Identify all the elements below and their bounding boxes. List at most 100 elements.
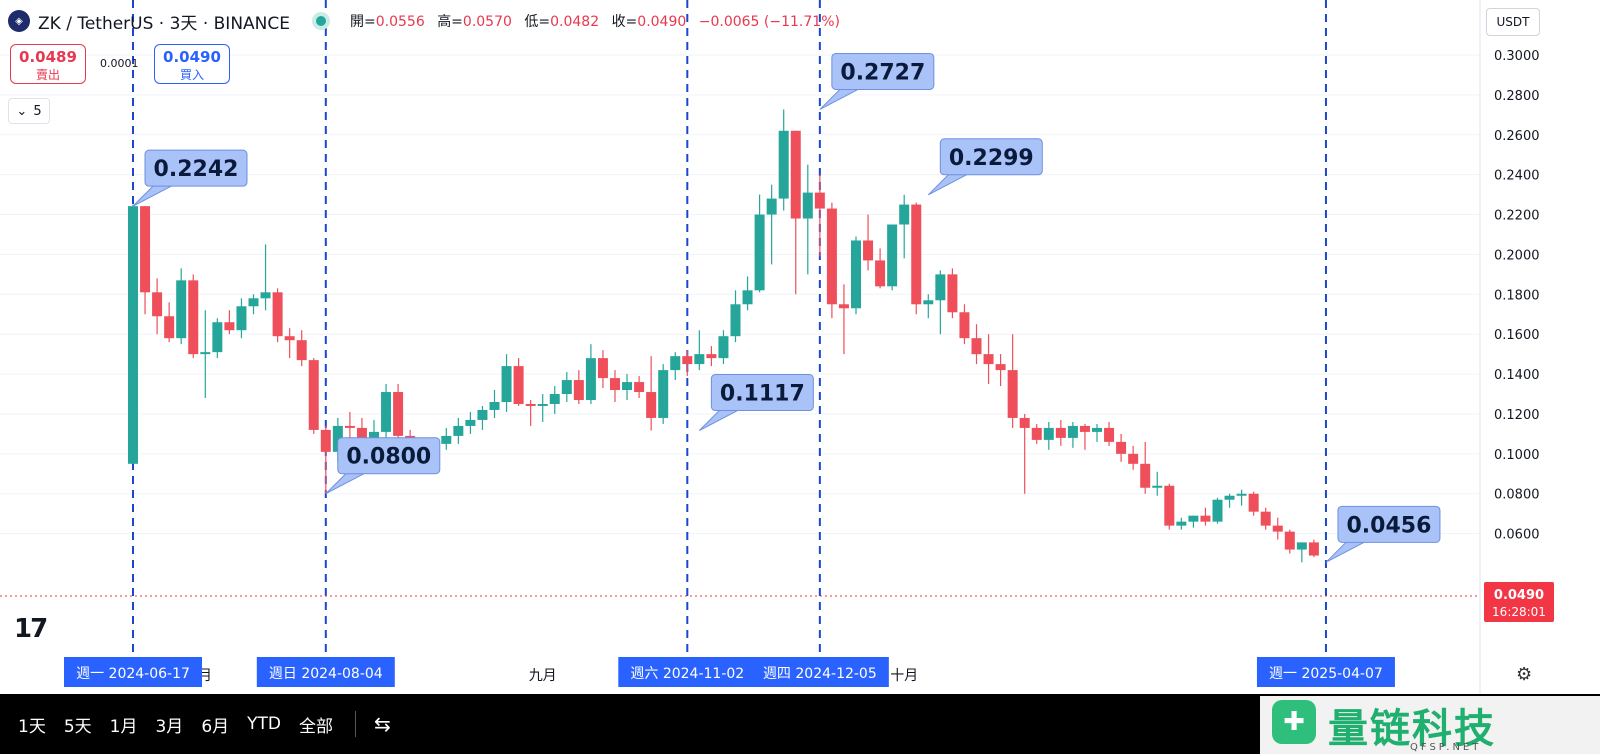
candle-body: [778, 130, 789, 199]
candle: [634, 376, 645, 399]
range-divider: [355, 711, 356, 737]
candle: [573, 370, 584, 404]
candle-body: [1176, 521, 1187, 526]
range-ytd[interactable]: YTD: [247, 714, 281, 734]
candle: [152, 278, 163, 335]
price-callout: 0.2242: [132, 149, 248, 207]
range-1d[interactable]: 1天: [18, 716, 46, 737]
candle-body: [1164, 485, 1175, 526]
candle-body: [561, 380, 572, 395]
date-tag-label: 週四 2024-12-05: [763, 666, 877, 682]
candle: [465, 411, 476, 434]
candle-body: [1007, 370, 1018, 418]
callout-pointer: [819, 86, 863, 110]
y-tick-label: 0.1000: [1494, 448, 1540, 463]
candle-body: [1224, 495, 1235, 500]
candle-body: [284, 336, 295, 341]
candle: [128, 204, 138, 464]
candle-body: [1140, 463, 1151, 488]
x-tick-label: 十月: [890, 668, 918, 684]
candle: [1152, 471, 1163, 496]
candle-body: [995, 364, 1006, 371]
candle: [778, 109, 789, 211]
candle: [1019, 413, 1030, 494]
candle-body: [658, 370, 669, 418]
date-tag-bg: [618, 657, 757, 687]
range-all[interactable]: 全部: [299, 716, 333, 737]
candle-body: [236, 306, 247, 331]
candle: [1212, 497, 1223, 524]
candle-body: [634, 382, 645, 393]
candle: [1116, 433, 1127, 462]
candle-body: [838, 304, 849, 309]
date-tag-label: 週日 2024-08-04: [269, 666, 383, 682]
range-1m[interactable]: 1月: [109, 716, 138, 737]
candle: [1272, 517, 1283, 540]
callout-box: [831, 52, 935, 90]
candle: [814, 174, 825, 257]
callout-label: 0.2299: [949, 146, 1034, 171]
candle: [730, 290, 741, 343]
date-range-icon[interactable]: ⇆: [374, 712, 391, 736]
candle: [935, 270, 946, 335]
candle-body: [742, 290, 753, 305]
buy-button[interactable]: 0.0490 買入: [154, 44, 230, 84]
candle-body: [1128, 453, 1139, 464]
candle-body: [1092, 427, 1102, 432]
candle: [899, 194, 910, 259]
y-tick-label: 0.2200: [1494, 209, 1540, 224]
candle: [441, 427, 452, 450]
candle-body: [188, 280, 199, 355]
range-6m[interactable]: 6月: [201, 716, 230, 737]
date-tag-label: 週一 2024-06-17: [76, 666, 190, 682]
candle: [164, 302, 175, 343]
currency-selector[interactable]: USDT: [1486, 8, 1540, 36]
candle-body: [694, 354, 705, 365]
candle-body: [610, 378, 620, 391]
symbol-title[interactable]: ZK / TetherUS · 3天 · BINANCE: [38, 13, 290, 34]
candle: [1092, 423, 1102, 442]
candle-body: [1067, 425, 1078, 438]
candle: [923, 294, 934, 319]
candle: [248, 294, 259, 315]
sell-button[interactable]: 0.0489 賣出: [10, 44, 86, 84]
candle-body: [1188, 515, 1199, 522]
candle-body: [369, 431, 379, 442]
candle: [851, 236, 861, 315]
range-3m[interactable]: 3月: [155, 716, 184, 737]
callout-pointer: [325, 471, 369, 495]
candle: [585, 344, 596, 404]
candle-body: [899, 204, 910, 225]
candle: [200, 310, 211, 399]
candle-body: [441, 435, 452, 444]
candle: [513, 358, 524, 406]
y-tick-label: 0.1600: [1494, 328, 1540, 343]
candle-body: [152, 292, 163, 317]
date-tag-bg: [1256, 657, 1395, 687]
candle-body: [706, 354, 717, 359]
candlestick-chart[interactable]: 0.2242 0.0800 0.1117 0.2727 0.2299 0.0456 0.3…: [0, 0, 1600, 694]
candle-body: [622, 382, 633, 391]
candle-body: [959, 312, 970, 339]
candle-body: [260, 292, 271, 299]
callout-box: [939, 138, 1043, 176]
gear-icon[interactable]: ⚙: [1516, 664, 1533, 685]
indicator-collapse-button[interactable]: ⌄ 5: [8, 98, 50, 124]
candle: [802, 164, 813, 275]
candle-body: [754, 214, 765, 291]
price-callout: 0.0456: [1325, 505, 1441, 563]
watermark-logo-icon: ✚: [1272, 700, 1316, 744]
candle-body: [766, 198, 777, 215]
candle: [236, 298, 247, 339]
y-tick-label: 0.3000: [1494, 49, 1540, 64]
candle-body: [875, 260, 886, 287]
candle: [766, 184, 777, 265]
candle: [284, 328, 295, 359]
date-marker-lines: [132, 0, 1327, 660]
candle-body: [296, 340, 307, 361]
callout-box: [337, 437, 441, 475]
candle: [501, 354, 512, 412]
range-5d[interactable]: 5天: [63, 716, 92, 737]
candle: [212, 318, 223, 359]
candle: [1079, 423, 1090, 450]
